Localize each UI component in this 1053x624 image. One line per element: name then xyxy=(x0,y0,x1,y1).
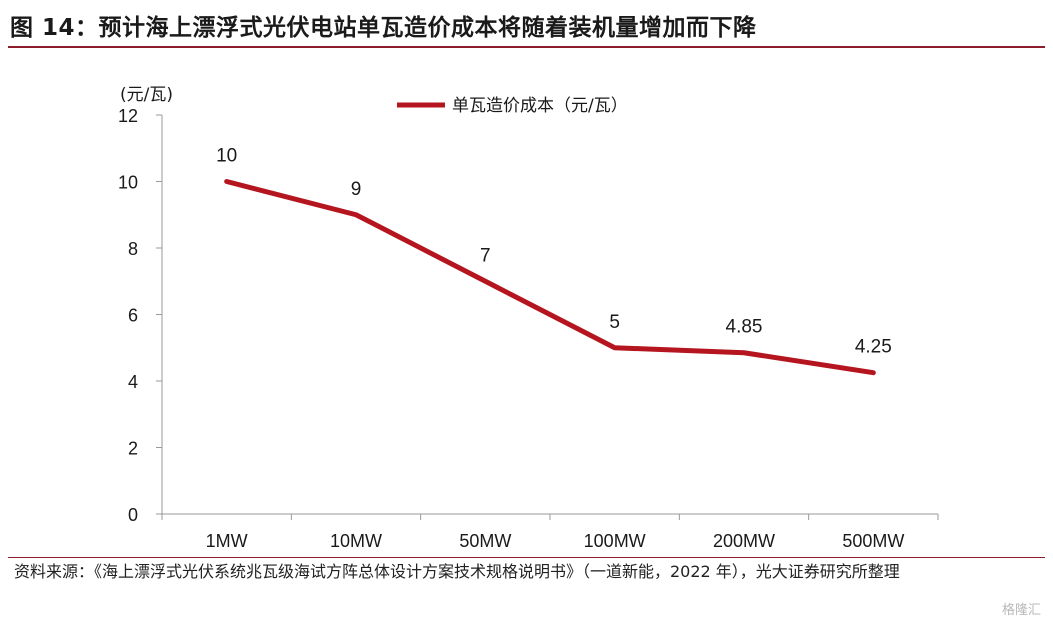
figure-title: 图 14：预计海上漂浮式光伏电站单瓦造价成本将随着装机量增加而下降 xyxy=(10,15,757,41)
title-divider xyxy=(8,46,1045,48)
x-tick-label: 500MW xyxy=(842,531,904,551)
data-label: 9 xyxy=(351,179,362,200)
y-tick-label: 6 xyxy=(128,306,138,326)
legend: 单瓦造价成本（元/瓦） xyxy=(397,96,628,116)
data-label: 7 xyxy=(480,245,491,266)
data-label: 4.25 xyxy=(855,337,892,358)
source-divider xyxy=(8,557,1045,558)
data-label: 10 xyxy=(216,146,237,167)
x-tick-label: 200MW xyxy=(713,531,775,551)
y-axis-label: (元/瓦) xyxy=(120,85,173,105)
y-ticks: 0 2 4 6 8 10 12 xyxy=(118,106,162,525)
watermark: 格隆汇 xyxy=(1001,603,1041,618)
x-tick-label: 100MW xyxy=(584,531,646,551)
data-label: 4.85 xyxy=(726,317,763,338)
data-label: 5 xyxy=(609,312,620,333)
series-group: 10 9 7 5 4.85 4.25 xyxy=(216,146,892,376)
y-tick-label: 4 xyxy=(128,372,138,392)
series-line xyxy=(224,179,876,376)
x-tick-label: 1MW xyxy=(206,531,248,551)
source-note: 资料来源：《海上漂浮式光伏系统兆瓦级海试方阵总体设计方案技术规格说明书》（一道新… xyxy=(14,562,900,581)
x-tick-label: 50MW xyxy=(459,531,511,551)
y-tick-label: 12 xyxy=(118,106,138,126)
legend-label: 单瓦造价成本（元/瓦） xyxy=(452,96,628,116)
y-tick-label: 8 xyxy=(128,239,138,259)
y-tick-label: 10 xyxy=(118,173,138,193)
x-ticks: 1MW 10MW 50MW 100MW 200MW 500MW xyxy=(161,514,939,551)
y-tick-label: 2 xyxy=(128,439,138,459)
x-tick-label: 10MW xyxy=(330,531,382,551)
y-tick-label: 0 xyxy=(128,505,138,525)
